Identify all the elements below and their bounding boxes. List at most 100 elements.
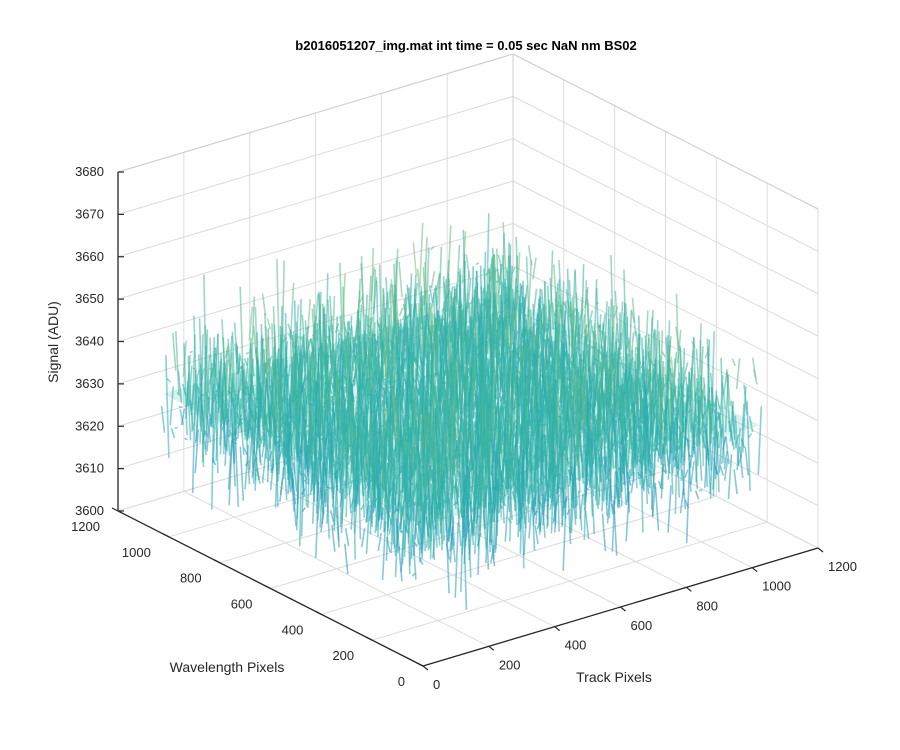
- surface-strand: [634, 426, 640, 480]
- surface-strand: [532, 355, 537, 377]
- surface-strand: [238, 365, 243, 370]
- surface-strand: [661, 436, 667, 455]
- surface-strand: [350, 325, 356, 364]
- surface-strand: [630, 309, 636, 323]
- surface-strand: [532, 257, 537, 280]
- grid-line: [512, 138, 819, 295]
- y-tick-label: 1200: [71, 519, 100, 534]
- x-tick: [422, 665, 429, 671]
- surface-strand: [247, 337, 252, 396]
- surface-strand: [757, 406, 763, 475]
- surface-strand: [339, 396, 345, 408]
- surface-strand: [678, 401, 684, 471]
- surface-strand: [580, 314, 586, 339]
- y-tick-label: 200: [332, 648, 354, 663]
- surface-strand: [362, 364, 368, 371]
- surface-strand: [528, 390, 534, 404]
- chart-title: b2016051207_img.mat int time = 0.05 sec …: [295, 38, 636, 53]
- surface-strand: [680, 401, 685, 464]
- surface-strand: [387, 283, 392, 310]
- surface-strand: [516, 352, 521, 363]
- surface-strand: [718, 424, 723, 449]
- surface-strand: [613, 360, 619, 377]
- surface-strand: [176, 392, 181, 397]
- surface-strand: [653, 390, 659, 477]
- surface-strand: [613, 323, 618, 369]
- surface-strand: [261, 293, 267, 316]
- surface-strand: [210, 336, 216, 428]
- surface-strand: [298, 335, 303, 340]
- surface-strand: [457, 304, 463, 320]
- surface-strand: [733, 469, 738, 495]
- surface-strand: [171, 332, 177, 371]
- surface-strand: [184, 437, 188, 441]
- surface-strand: [509, 306, 515, 321]
- surface-strand: [657, 425, 662, 463]
- surface-strand: [194, 429, 200, 474]
- z-tick-label: 3630: [75, 376, 104, 391]
- surface-strand: [170, 428, 176, 439]
- surface-strand: [345, 336, 351, 393]
- surface-strand: [556, 368, 561, 431]
- surface-strand: [229, 373, 235, 403]
- surface-strand: [417, 372, 422, 379]
- surface-strand: [353, 358, 358, 386]
- surface-strand: [377, 532, 383, 551]
- surface-strand: [464, 343, 470, 395]
- grid-line: [117, 138, 514, 258]
- surface-strand: [671, 417, 677, 474]
- x-tick: [685, 586, 692, 592]
- surface-strand: [667, 382, 673, 441]
- y-axis-label: Wavelength Pixels: [170, 659, 285, 675]
- surface-strand: [340, 350, 345, 452]
- surface-strand: [642, 399, 647, 474]
- surface-strand: [379, 390, 385, 399]
- grid-line: [117, 95, 514, 215]
- surface-strand: [497, 270, 503, 282]
- surface-strand: [741, 386, 747, 453]
- surface-strand: [446, 336, 452, 386]
- surface-strand: [239, 446, 245, 501]
- surface-strand: [740, 438, 746, 449]
- surface-strand: [206, 417, 211, 452]
- surface-strand: [408, 375, 413, 404]
- surface-strand: [296, 396, 302, 462]
- surface-strand: [243, 447, 248, 456]
- surface-strand: [735, 358, 741, 390]
- surface-strand: [661, 351, 666, 358]
- surface-strand: [673, 387, 678, 406]
- surface-strand: [209, 414, 215, 429]
- surface-strand: [218, 371, 223, 421]
- surface-strand: [489, 254, 495, 310]
- surface-strand: [630, 472, 636, 494]
- surface-strand: [313, 355, 319, 367]
- surface-strand: [423, 336, 428, 350]
- surface-strand: [579, 308, 584, 321]
- surface-strand: [248, 426, 254, 471]
- surface-strand: [719, 375, 724, 428]
- surface-strand: [708, 387, 713, 462]
- surface-strand: [316, 366, 322, 381]
- surface-strand: [263, 363, 269, 377]
- surface-strand: [256, 391, 262, 449]
- surface-strand: [538, 355, 543, 411]
- surface-strand: [244, 444, 249, 490]
- surface-strand: [475, 262, 480, 266]
- surface-strand: [495, 308, 500, 367]
- surface-strand: [725, 436, 730, 465]
- surface-strand: [685, 376, 690, 450]
- surface-strand: [516, 399, 522, 441]
- surface-strand: [485, 267, 491, 277]
- surface-strand: [630, 452, 636, 477]
- surface-strand: [460, 310, 465, 355]
- surface-strand: [532, 393, 537, 421]
- surface-strand: [648, 317, 653, 393]
- surface-strand: [391, 380, 395, 384]
- surface-strand: [606, 364, 611, 445]
- surface-strand: [486, 380, 492, 394]
- surface-strand: [186, 381, 192, 441]
- surface-strand: [681, 469, 687, 510]
- z-tick-label: 3640: [75, 334, 104, 349]
- surface-strand: [389, 339, 395, 368]
- surface-strand: [655, 413, 661, 451]
